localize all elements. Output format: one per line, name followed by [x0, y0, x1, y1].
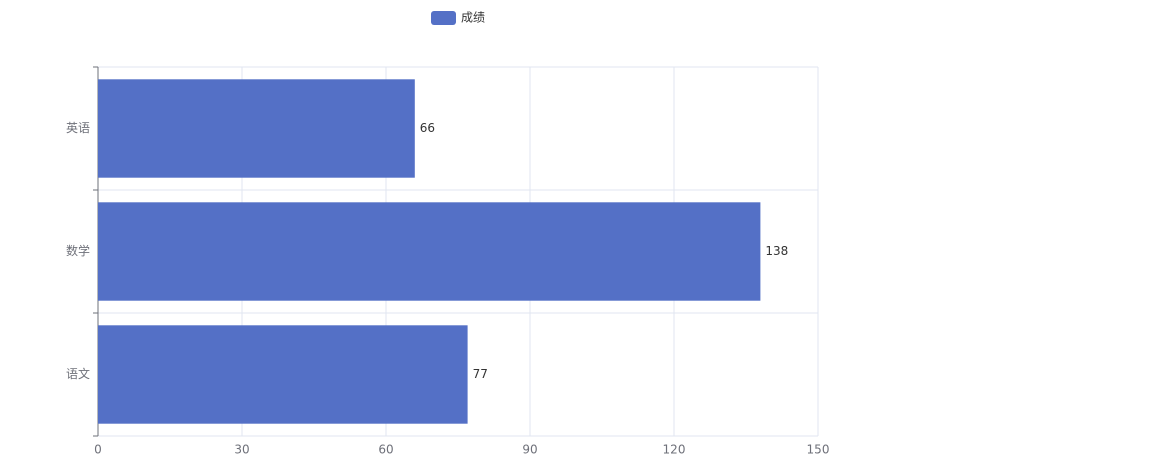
x-tick-label: 0	[94, 443, 102, 457]
bar	[98, 79, 415, 178]
y-tick-label: 数学	[66, 243, 90, 258]
x-tick-label: 30	[234, 443, 249, 457]
value-label: 138	[765, 244, 788, 258]
legend-swatch	[431, 11, 456, 25]
legend-label: 成绩	[461, 11, 485, 25]
x-tick-label: 60	[378, 443, 393, 457]
bar	[98, 325, 468, 424]
y-tick-label: 语文	[66, 366, 90, 381]
value-label: 66	[420, 121, 435, 135]
x-tick-label: 150	[807, 443, 830, 457]
x-tick-label: 120	[663, 443, 686, 457]
value-label: 77	[473, 367, 488, 381]
bar	[98, 202, 761, 301]
x-tick-label: 90	[522, 443, 537, 457]
y-tick-label: 英语	[66, 121, 90, 135]
